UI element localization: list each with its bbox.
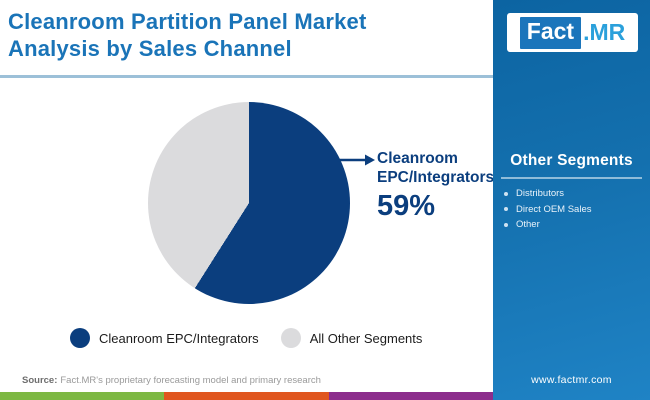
legend: Cleanroom EPC/Integrators All Other Segm…	[70, 328, 422, 348]
stripe-purple	[328, 392, 493, 400]
bullet-icon	[504, 191, 508, 196]
website-link[interactable]: www.factmr.com	[531, 374, 612, 386]
legend-swatch-epc-icon	[70, 328, 90, 348]
legend-swatch-other-icon	[280, 328, 301, 348]
bullet-icon	[504, 222, 508, 227]
stripe-orange	[164, 392, 329, 400]
sidebar-divider	[501, 177, 642, 179]
title-divider	[0, 75, 493, 78]
list-item-label: Other	[516, 219, 540, 230]
list-item-direct-oem-sales: Direct OEM Sales	[504, 202, 592, 218]
source-label: Source:	[22, 375, 58, 386]
page-title: Cleanroom Partition Panel Market Analysi…	[8, 8, 486, 62]
factmr-logo: Fact .MR	[507, 13, 638, 52]
callout-value: 59%	[377, 190, 436, 222]
legend-item-other: All Other Segments	[280, 328, 423, 348]
list-item-label: Direct OEM Sales	[516, 203, 592, 215]
sidebar-heading: Other Segments	[510, 152, 633, 169]
other-segments-list: Distributors Direct OEM Sales Other	[504, 186, 592, 233]
list-item-other: Other	[504, 217, 592, 233]
legend-item-epc: Cleanroom EPC/Integrators	[70, 328, 259, 348]
footer-stripe	[0, 392, 493, 400]
callout-arrow-icon	[337, 154, 375, 166]
source-note: Source: Fact.MR's proprietary forecasting…	[22, 375, 321, 386]
list-item-distributors: Distributors	[504, 186, 592, 202]
callout-label: Cleanroom EPC/Integrators	[377, 150, 495, 186]
stripe-green	[0, 392, 165, 400]
logo-fact-text: Fact	[519, 16, 582, 49]
bullet-icon	[504, 207, 508, 212]
pie-callout: Cleanroom EPC/Integrators 59%	[377, 149, 499, 223]
page-title-line2: Analysis by Sales Channel	[8, 36, 292, 61]
source-text: Fact.MR's proprietary forecasting model …	[60, 375, 321, 386]
legend-label-epc: Cleanroom EPC/Integrators	[99, 330, 259, 346]
logo-mr-text: .MR	[583, 19, 626, 45]
sidebar: Fact .MR Other Segments Distributors Dir…	[493, 0, 650, 400]
page-title-line1: Cleanroom Partition Panel Market	[8, 9, 367, 34]
pie-chart	[148, 102, 350, 304]
list-item-label: Distributors	[516, 188, 565, 199]
legend-label-other: All Other Segments	[309, 330, 423, 346]
